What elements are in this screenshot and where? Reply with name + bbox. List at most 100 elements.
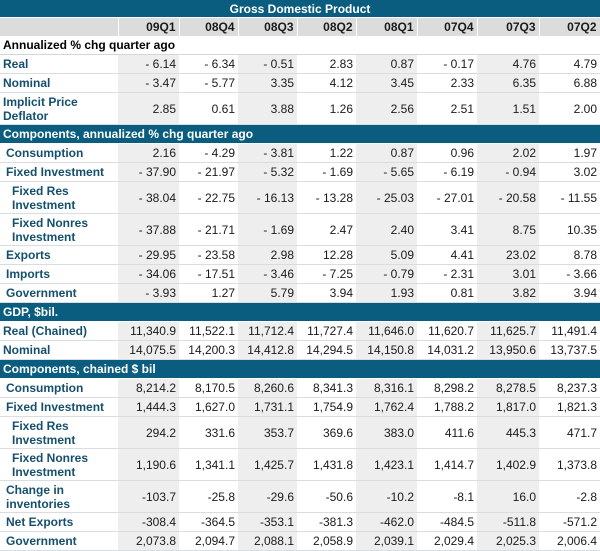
table-cell: 2,058.9 <box>297 531 356 551</box>
table-cell: - 5.32 <box>238 162 297 182</box>
table-cell: 2,025.3 <box>477 531 539 551</box>
row-label: Fixed Investment <box>0 162 118 182</box>
table-cell: 13,737.5 <box>539 340 600 360</box>
row-label: Fixed Res Investment <box>0 181 118 214</box>
table-cell: 11,522.1 <box>179 321 238 341</box>
table-cell: -103.7 <box>118 480 179 513</box>
table-cell: 369.6 <box>297 416 356 449</box>
table-cell: 1,425.7 <box>238 448 297 481</box>
table-cell: 3.35 <box>238 73 297 93</box>
table-cell: 12.28 <box>297 245 356 265</box>
table-cell: 2.00 <box>539 92 600 125</box>
table-cell: - 37.88 <box>118 213 179 246</box>
table-cell: - 5.65 <box>356 162 417 182</box>
section-header-row: GDP, $bil. <box>0 302 600 322</box>
table-cell: 3.94 <box>297 283 356 303</box>
table-cell: 471.7 <box>539 416 600 449</box>
row-label: Nominal <box>0 340 118 360</box>
table-cell: -511.8 <box>477 512 539 532</box>
table-cell: 13,950.6 <box>477 340 539 360</box>
section-header-row: Components, chained $ bil <box>0 359 600 379</box>
table-cell: 1,423.1 <box>356 448 417 481</box>
row-label: Exports <box>0 245 118 265</box>
table-cell: - 29.95 <box>118 245 179 265</box>
table-cell: - 22.75 <box>179 181 238 214</box>
table-cell: 331.6 <box>179 416 238 449</box>
table-cell: - 11.55 <box>539 181 600 214</box>
table-cell: - 3.46 <box>238 264 297 284</box>
table-row: Change in inventories -103.7 -25.8 -29.6 -50… <box>0 480 600 513</box>
table-cell: 2.16 <box>118 143 179 163</box>
row-label: Consumption <box>0 143 118 163</box>
row-label: Imports <box>0 264 118 284</box>
table-cell: 8,341.3 <box>297 378 356 398</box>
table-cell: 0.61 <box>179 92 238 125</box>
row-label: Implicit Price Deflator <box>0 92 118 125</box>
column-header: 08Q2 <box>297 17 357 36</box>
table-cell: 11,625.7 <box>477 321 539 341</box>
table-row: Government 2,073.8 2,094.7 2,088.1 2,058.9 2,… <box>0 531 600 551</box>
section-header-row: Components, annualized % chg quarter ago <box>0 124 600 144</box>
table-cell: - 0.94 <box>477 162 539 182</box>
table-cell: 383.0 <box>356 416 417 449</box>
row-label: Nominal <box>0 73 118 93</box>
table-cell: - 13.28 <box>297 181 356 214</box>
table-cell: 1.27 <box>179 283 238 303</box>
table-cell: - 3.93 <box>118 283 179 303</box>
table-cell: 1,402.9 <box>477 448 539 481</box>
row-label: Change in inventories <box>0 480 118 513</box>
table-cell: 4.12 <box>297 73 356 93</box>
table-cell: -2.8 <box>539 480 600 513</box>
table-cell: 4.79 <box>539 54 600 74</box>
title-row: Gross Domestic Product <box>0 0 600 18</box>
table-cell: -308.4 <box>118 512 179 532</box>
table-row: Nominal 14,075.5 14,200.3 14,412.8 14,294.5 1… <box>0 340 600 360</box>
row-label: Net Exports <box>0 512 118 532</box>
table-cell: - 0.17 <box>417 54 477 74</box>
table-cell: 2,029.4 <box>417 531 477 551</box>
section-heading: Components, annualized % chg quarter ago <box>0 124 600 144</box>
table-cell: 11,727.4 <box>297 321 356 341</box>
table-row: Exports - 29.95- 23.58 2.98 12.28 5.09 4.41 23… <box>0 245 600 265</box>
table-cell: 3.45 <box>356 73 417 93</box>
table-cell: 2.51 <box>417 92 477 125</box>
table-cell: 8.75 <box>477 213 539 246</box>
table-cell: - 21.97 <box>179 162 238 182</box>
table-cell: 1.22 <box>297 143 356 163</box>
table-row: Fixed Nonres Investment - 37.88- 21.71- 1… <box>0 213 600 246</box>
table-cell: 1.26 <box>297 92 356 125</box>
column-header: 08Q4 <box>179 17 239 36</box>
column-header: 07Q4 <box>417 17 478 36</box>
table-row: Government - 3.93 1.27 5.79 3.94 1.93 0.81 3.82… <box>0 283 600 303</box>
table-cell: 3.01 <box>477 264 539 284</box>
table-cell: 8,214.2 <box>118 378 179 398</box>
table-cell: - 21.71 <box>179 213 238 246</box>
table-cell: - 38.04 <box>118 181 179 214</box>
table-title: Gross Domestic Product <box>0 0 600 18</box>
table-cell: - 0.51 <box>238 54 297 74</box>
table-cell: - 17.51 <box>179 264 238 284</box>
table-row: Nominal - 3.47- 5.77 3.35 4.12 3.45 2.33 6.35 6… <box>0 73 600 93</box>
table-cell: 14,200.3 <box>179 340 238 360</box>
table-cell: - 6.34 <box>179 54 238 74</box>
table-row: Implicit Price Deflator 2.85 0.61 3.88 1.26 2… <box>0 92 600 125</box>
table-cell: -364.5 <box>179 512 238 532</box>
row-label: Fixed Nonres Investment <box>0 213 118 246</box>
table-cell: - 2.31 <box>417 264 477 284</box>
table-cell: 1.97 <box>539 143 600 163</box>
table-cell: 14,075.5 <box>118 340 179 360</box>
row-label: Government <box>0 531 118 551</box>
table-cell: 1,817.0 <box>477 397 539 417</box>
table-cell: -50.6 <box>297 480 356 513</box>
table-cell: 11,712.4 <box>238 321 297 341</box>
table-cell: 3.94 <box>539 283 600 303</box>
section-heading: Components, chained $ bil <box>0 359 600 379</box>
table-cell: - 20.58 <box>477 181 539 214</box>
table-cell: 11,620.7 <box>417 321 477 341</box>
row-label: Consumption <box>0 378 118 398</box>
table-cell: 2,006.4 <box>539 531 600 551</box>
table-cell: - 37.90 <box>118 162 179 182</box>
table-cell: - 16.13 <box>238 181 297 214</box>
table-cell: - 4.29 <box>179 143 238 163</box>
table-cell: - 6.19 <box>417 162 477 182</box>
